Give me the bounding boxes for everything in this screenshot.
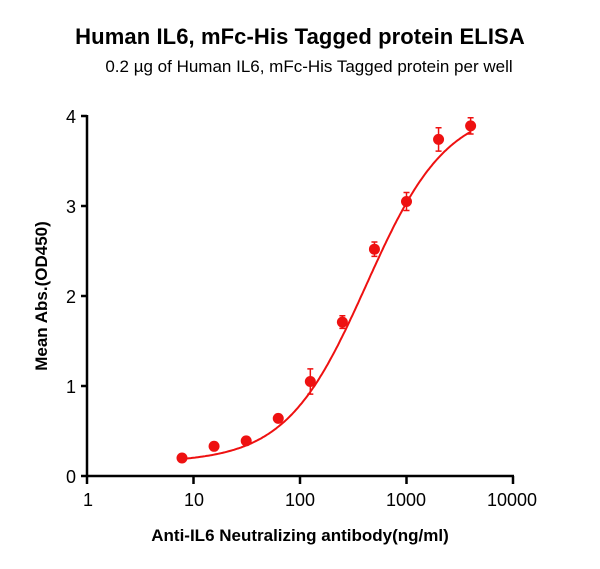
y-tick-label: 0 <box>66 467 76 487</box>
chart-subtitle: 0.2 µg of Human IL6, mFc-His Tagged prot… <box>105 57 513 76</box>
data-point <box>465 117 477 135</box>
y-axis <box>81 114 89 478</box>
x-tick-labels: 1 10 100 1000 10000 <box>83 490 537 510</box>
y-tick-labels: 4 3 2 1 0 <box>66 107 76 487</box>
point-marker <box>401 196 412 207</box>
point-marker <box>465 120 477 132</box>
chart-title: Human IL6, mFc-His Tagged protein ELISA <box>75 24 525 49</box>
point-marker <box>433 133 445 145</box>
x-axis-label: Anti-IL6 Neutralizing antibody(ng/ml) <box>151 526 448 545</box>
data-point <box>176 452 188 464</box>
x-tick-label: 10000 <box>487 490 537 510</box>
data-point <box>240 435 252 447</box>
y-tick-label: 4 <box>66 107 76 127</box>
y-tick-label: 2 <box>66 287 76 307</box>
y-axis-label: Mean Abs.(OD450) <box>32 221 51 371</box>
point-marker <box>272 412 284 424</box>
data-point <box>401 191 412 212</box>
point-marker <box>336 316 348 328</box>
x-tick-label: 10 <box>184 490 204 510</box>
data-point <box>336 315 348 330</box>
data-points <box>176 117 477 464</box>
data-point <box>304 368 316 395</box>
point-marker <box>240 435 252 447</box>
fit-curve <box>181 130 472 460</box>
data-point <box>433 126 445 152</box>
x-tick-label: 1000 <box>386 490 426 510</box>
point-marker <box>304 376 316 387</box>
point-marker <box>368 243 380 255</box>
y-tick-label: 1 <box>66 377 76 397</box>
point-marker <box>176 452 188 464</box>
data-point <box>272 412 284 424</box>
x-tick-label: 1 <box>83 490 93 510</box>
data-point <box>368 241 380 258</box>
point-marker <box>208 440 220 452</box>
x-tick-label: 100 <box>285 490 315 510</box>
x-axis <box>85 474 515 484</box>
y-tick-label: 3 <box>66 197 76 217</box>
data-point <box>208 440 220 452</box>
